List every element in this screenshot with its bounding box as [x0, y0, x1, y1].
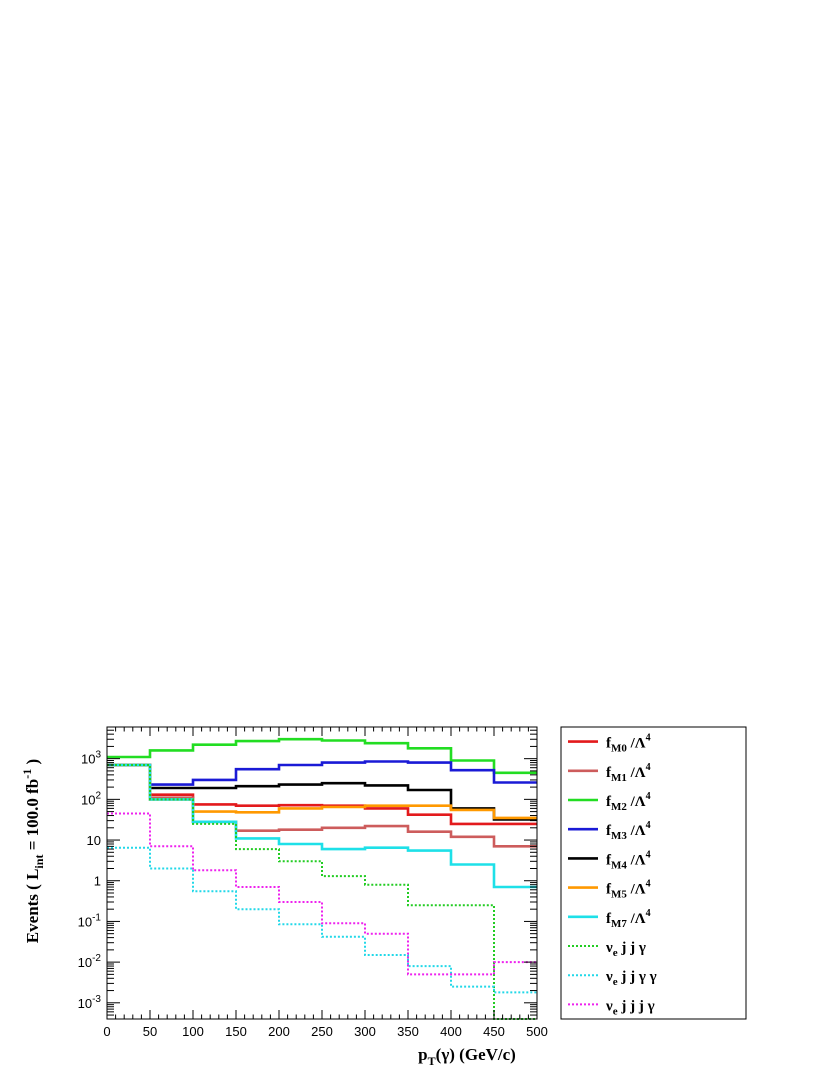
x-axis-title: pT(γ) (GeV/c) [418, 1045, 516, 1068]
x-tick-label: 50 [143, 1024, 157, 1039]
y-tick-label: 10-3 [78, 994, 102, 1011]
series-layer [107, 737, 537, 1020]
legend-entry-label: fM0 /Λ4 [606, 733, 651, 755]
x-tick-label: 500 [526, 1024, 548, 1039]
series-line-7 [107, 764, 537, 1020]
x-tick-label: 400 [440, 1024, 462, 1039]
y-title-suffix: ) [23, 759, 42, 769]
y-tick-label: 102 [81, 790, 101, 807]
legend-entry-label: fM2 /Λ4 [606, 791, 651, 813]
y-tick-label: 10 [87, 833, 101, 848]
y-tick-label: 1 [94, 874, 101, 889]
legend-entry-label: νe j j γ [605, 940, 646, 959]
x-tick-label: 200 [268, 1024, 290, 1039]
y-title-prefix: Events ( L [23, 869, 42, 944]
x-title-main: p [418, 1045, 427, 1064]
y-tick-label: 103 [81, 750, 101, 767]
legend-entry-label: fM1 /Λ4 [606, 762, 651, 784]
y-tick-label: 10-1 [78, 912, 102, 929]
series-line-0 [107, 763, 537, 826]
x-tick-label: 350 [397, 1024, 419, 1039]
legend-entry-label: νe j j γ γ [605, 969, 657, 988]
y-axis-title: Events ( Lint = 100.0 fb-1 ) [20, 759, 46, 943]
x-title-sub: T [428, 1054, 436, 1068]
legend-frame [560, 726, 747, 1020]
legend-entry-label: fM7 /Λ4 [606, 908, 651, 930]
y-title-sup: -1 [20, 769, 34, 779]
x-tick-label: 150 [225, 1024, 247, 1039]
legend-entry-label: fM5 /Λ4 [606, 879, 651, 901]
x-tick-label: 100 [182, 1024, 204, 1039]
series-line-3 [107, 760, 537, 786]
x-tick-label: 0 [103, 1024, 110, 1039]
legend: fM0 /Λ4 fM1 /Λ4 fM2 /Λ4 fM3 /Λ4 fM4 /Λ4 fM5 /… [560, 726, 747, 1020]
series-line-2 [107, 737, 537, 775]
legend-entry-label: fM4 /Λ4 [606, 849, 651, 871]
ticks-layer: 0 50 100 150 200 250 300 350 400 450 500 10-3 10-2 10… [78, 726, 548, 1039]
legend-items: fM0 /Λ4 fM1 /Λ4 fM2 /Λ4 fM3 /Λ4 fM4 /Λ4 fM5 /… [568, 733, 657, 1017]
series-line-8 [107, 846, 537, 994]
y-title-mid: = 100.0 fb [23, 779, 42, 855]
legend-entry-label: fM3 /Λ4 [606, 820, 651, 842]
y-tick-label: 10-2 [78, 953, 102, 970]
series-line-9 [107, 812, 537, 976]
x-tick-label: 300 [354, 1024, 376, 1039]
legend-entry-label: νe j j j γ [605, 998, 655, 1017]
y-title-sub: int [32, 855, 46, 869]
x-tick-label: 250 [311, 1024, 333, 1039]
x-title-rest: (γ) (GeV/c) [436, 1045, 516, 1064]
x-tick-label: 450 [483, 1024, 505, 1039]
